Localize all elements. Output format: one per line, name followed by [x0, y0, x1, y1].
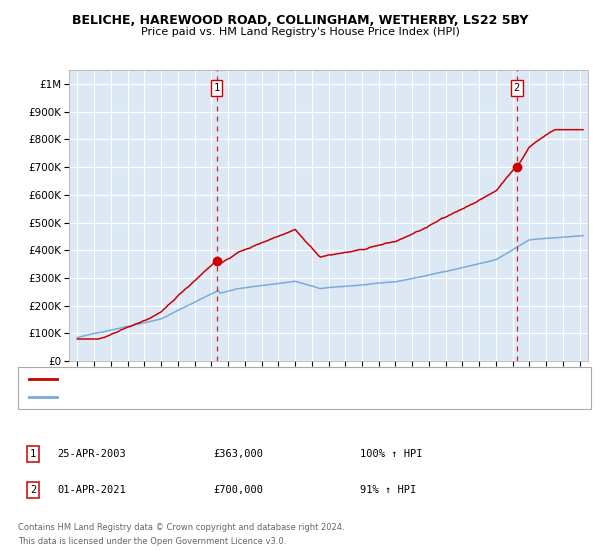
- Text: 1: 1: [214, 83, 220, 93]
- Text: 1: 1: [30, 449, 36, 459]
- Text: Contains HM Land Registry data © Crown copyright and database right 2024.: Contains HM Land Registry data © Crown c…: [18, 523, 344, 532]
- Text: Price paid vs. HM Land Registry's House Price Index (HPI): Price paid vs. HM Land Registry's House …: [140, 27, 460, 37]
- Text: 01-APR-2021: 01-APR-2021: [57, 485, 126, 495]
- Text: This data is licensed under the Open Government Licence v3.0.: This data is licensed under the Open Gov…: [18, 537, 286, 546]
- Text: 91% ↑ HPI: 91% ↑ HPI: [360, 485, 416, 495]
- Text: £700,000: £700,000: [213, 485, 263, 495]
- Text: HPI: Average price, detached house, Leeds: HPI: Average price, detached house, Leed…: [63, 393, 299, 402]
- Text: 2: 2: [30, 485, 36, 495]
- Text: BELICHE, HAREWOOD ROAD, COLLINGHAM, WETHERBY, LS22 5BY (detached house): BELICHE, HAREWOOD ROAD, COLLINGHAM, WETH…: [63, 374, 471, 383]
- Text: £363,000: £363,000: [213, 449, 263, 459]
- Text: BELICHE, HAREWOOD ROAD, COLLINGHAM, WETHERBY, LS22 5BY: BELICHE, HAREWOOD ROAD, COLLINGHAM, WETH…: [72, 14, 528, 27]
- Text: 2: 2: [514, 83, 520, 93]
- Text: 25-APR-2003: 25-APR-2003: [57, 449, 126, 459]
- Text: 100% ↑ HPI: 100% ↑ HPI: [360, 449, 422, 459]
